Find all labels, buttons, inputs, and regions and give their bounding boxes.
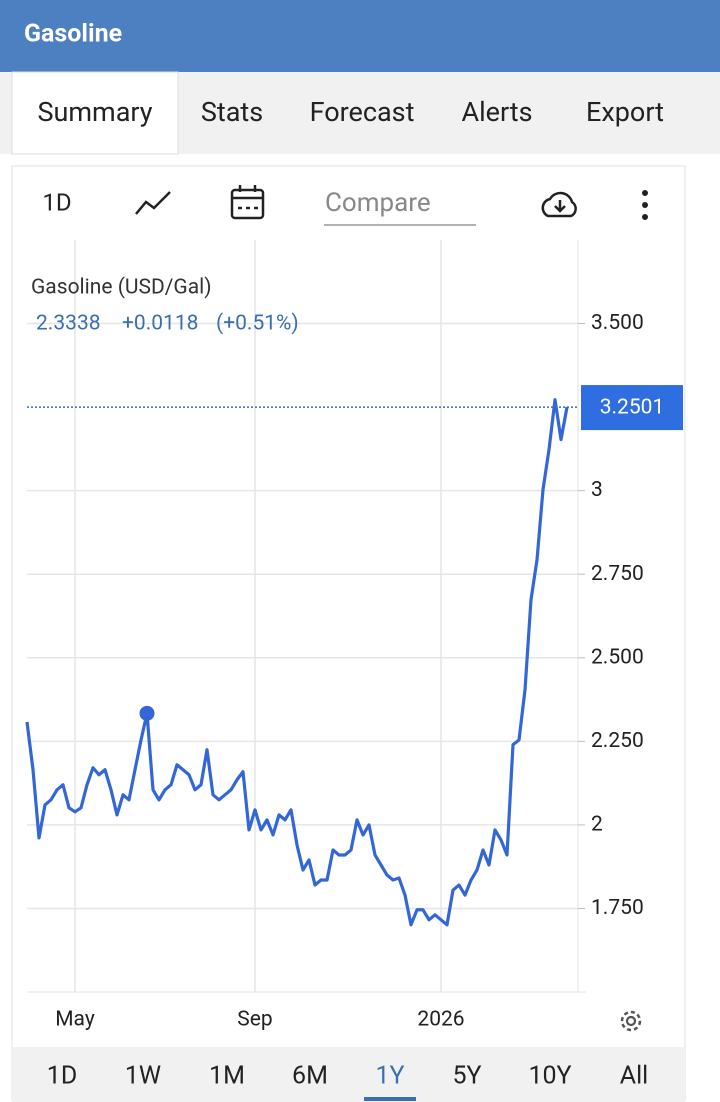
range-button[interactable]: 1Y [375,1062,404,1091]
chart-type-icon[interactable] [135,191,171,215]
app-title: Gasoline [24,20,122,49]
x-tick-label: May [55,1008,95,1032]
tab[interactable]: Export [586,96,664,128]
tab[interactable]: Alerts [461,96,532,128]
legend-change-pct: (+0.51%) [216,312,299,336]
range-button[interactable]: 5Y [452,1062,481,1091]
range-button[interactable]: 10Y [528,1062,571,1091]
range-bar [12,1047,685,1102]
last-price-label: 3.2501 [600,396,665,420]
last-price-box [581,385,683,431]
settings-icon[interactable] [620,1010,642,1032]
price-line [25,398,569,927]
x-tick-label: Sep [237,1008,272,1032]
y-tick-label: 3.500 [591,311,644,335]
legend-value: 2.3338 [36,312,101,336]
range-button[interactable]: 1D [47,1062,77,1091]
chart-title: Gasoline (USD/Gal) [31,276,212,300]
y-tick-label: 2 [591,812,603,836]
y-tick-label: 2.750 [591,562,644,586]
interval-button[interactable]: 1D [42,188,71,216]
tab[interactable]: Summary [37,96,152,128]
range-selected-underline [364,1097,416,1101]
x-tick-label: 2026 [417,1008,464,1032]
legend-change: +0.0118 [122,312,198,336]
tab[interactable]: Stats [201,96,263,128]
tab-selected-bg [11,71,179,155]
calendar-icon[interactable] [230,185,265,220]
app-bar [0,0,720,72]
y-tick-label: 3 [591,478,603,502]
compare-input[interactable]: Compare [325,188,431,218]
range-button[interactable]: 1W [125,1062,161,1091]
y-tick-label: 2.500 [591,645,644,669]
chart-card [11,165,686,1101]
range-button[interactable]: 6M [292,1062,328,1091]
more-menu[interactable] [642,190,648,220]
y-tick-label: 1.750 [591,896,644,920]
download-icon[interactable] [541,191,577,218]
range-button[interactable]: 1M [209,1062,245,1091]
y-tick-label: 2.250 [591,729,644,753]
range-button[interactable]: All [620,1062,648,1091]
tab[interactable]: Forecast [310,96,415,128]
crosshair-marker [139,705,155,721]
